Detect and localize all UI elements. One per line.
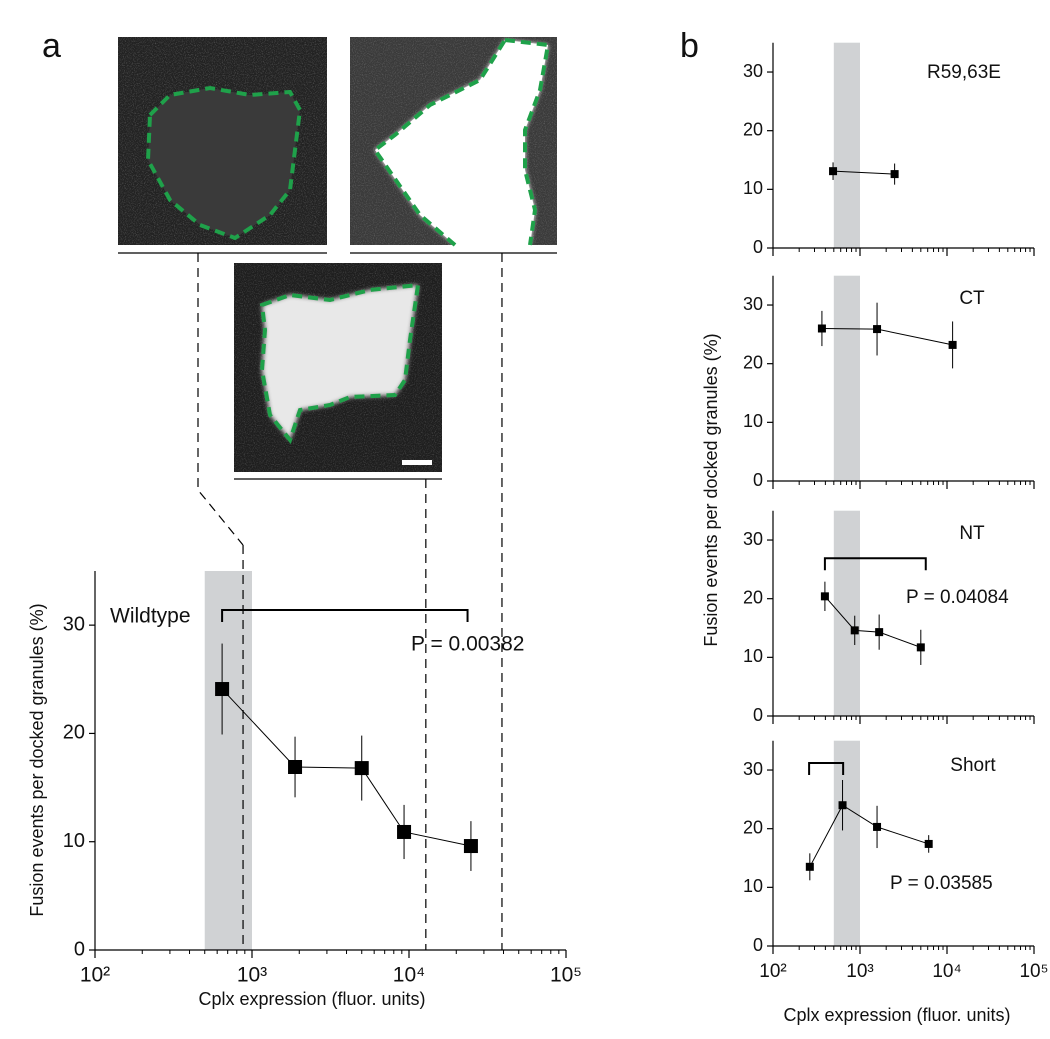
shaded-range xyxy=(204,571,252,950)
data-point xyxy=(397,824,412,839)
scale-bar xyxy=(402,460,432,465)
data-point xyxy=(215,682,230,697)
x-tick-label: 10⁵ xyxy=(1019,961,1048,982)
x-tick-label: 10² xyxy=(80,964,110,987)
y-tick-label: 10 xyxy=(743,411,763,431)
data-line xyxy=(824,596,921,648)
chart: 0 10 20 30 10² 10³ 10⁴ 10⁵ Short P = 0.03585 Cplx … xyxy=(743,740,1049,1025)
data-point xyxy=(817,324,826,333)
y-tick-label: 30 xyxy=(743,294,763,314)
y-tick-label: 0 xyxy=(753,705,763,725)
connector xyxy=(197,253,244,546)
y-tick-label: 10 xyxy=(63,830,85,852)
y-tick-label: 20 xyxy=(743,817,763,837)
chart: 0 10 20 30 NT P = 0.04084 Fusion events per do… xyxy=(701,333,1035,725)
cell-outline xyxy=(372,38,507,247)
y-axis-label: Fusion events per docked granules (%) xyxy=(701,333,721,646)
cell-fill xyxy=(375,40,548,245)
y-tick-label: 20 xyxy=(743,119,763,139)
cell-fill xyxy=(262,285,418,440)
data-point xyxy=(924,839,933,848)
y-tick-label: 0 xyxy=(74,938,85,960)
series-label: CT xyxy=(959,288,985,309)
data-point xyxy=(873,822,882,831)
y-tick-label: 0 xyxy=(753,237,763,257)
cell-outline xyxy=(145,85,303,241)
series-label: NT xyxy=(959,523,985,544)
chart: 0 10 20 30 R59,63E b xyxy=(680,27,1035,257)
shaded-range xyxy=(833,42,860,249)
series-label: Short xyxy=(950,755,996,776)
y-tick-label: 20 xyxy=(743,352,763,372)
data-point xyxy=(288,759,303,774)
data-point xyxy=(948,340,957,349)
shaded-range xyxy=(833,275,860,481)
y-tick-label: 30 xyxy=(743,529,763,549)
data-point xyxy=(354,761,369,776)
data-point xyxy=(829,167,838,176)
y-tick-label: 0 xyxy=(753,470,763,490)
y-tick-label: 30 xyxy=(63,613,85,635)
significance-bracket xyxy=(221,608,469,622)
shaded-range xyxy=(833,510,860,716)
data-point xyxy=(875,628,884,637)
data-point xyxy=(820,592,829,601)
y-tick-label: 10 xyxy=(743,646,763,666)
data-point xyxy=(916,643,925,652)
x-tick-label: 10² xyxy=(759,961,786,982)
y-tick-label: 20 xyxy=(63,722,85,744)
shaded-range xyxy=(833,740,860,946)
y-axis-label: Fusion events per docked granules (%) xyxy=(27,603,47,916)
y-tick-label: 20 xyxy=(743,587,763,607)
x-tick-label: 10³ xyxy=(237,964,267,987)
data-line xyxy=(809,804,929,868)
p-value-annotation: P = 0.03585 xyxy=(890,873,993,894)
significance-bracket xyxy=(808,761,845,775)
chart: 0 10 20 30 CT xyxy=(743,275,1035,490)
x-axis-label: Cplx expression (fluor. units) xyxy=(783,1005,1010,1025)
y-tick-label: 0 xyxy=(753,935,763,955)
x-tick-label: 10⁴ xyxy=(393,964,425,987)
y-tick-label: 10 xyxy=(743,178,763,198)
series-label: Wildtype xyxy=(110,605,191,628)
p-value-annotation: P = 0.00382 xyxy=(411,633,524,656)
data-point xyxy=(463,839,478,854)
cell-outline xyxy=(259,282,421,445)
data-point xyxy=(805,862,814,871)
data-point xyxy=(838,801,847,810)
panel-letter: b xyxy=(680,27,699,65)
y-tick-label: 10 xyxy=(743,876,763,896)
data-point xyxy=(890,170,899,179)
data-line xyxy=(221,688,472,847)
data-line xyxy=(833,170,895,175)
panel-letter: a xyxy=(42,27,61,65)
micrographs xyxy=(118,37,557,546)
x-axis-label: Cplx expression (fluor. units) xyxy=(198,989,425,1009)
x-tick-label: 10³ xyxy=(846,961,873,982)
significance-bracket xyxy=(823,557,927,571)
x-tick-label: 10⁵ xyxy=(550,964,582,987)
p-value-annotation: P = 0.04084 xyxy=(906,587,1009,608)
cell-outline xyxy=(504,38,551,246)
data-point xyxy=(850,626,859,635)
series-label: R59,63E xyxy=(927,62,1001,83)
y-tick-label: 30 xyxy=(743,759,763,779)
chart: 0 10 20 30 10² 10³ 10⁴ 10⁵ Wildtype P = 0.00382 a F… xyxy=(27,27,582,1009)
data-point xyxy=(873,325,882,334)
x-tick-label: 10⁴ xyxy=(932,961,961,982)
y-tick-label: 30 xyxy=(743,61,763,81)
